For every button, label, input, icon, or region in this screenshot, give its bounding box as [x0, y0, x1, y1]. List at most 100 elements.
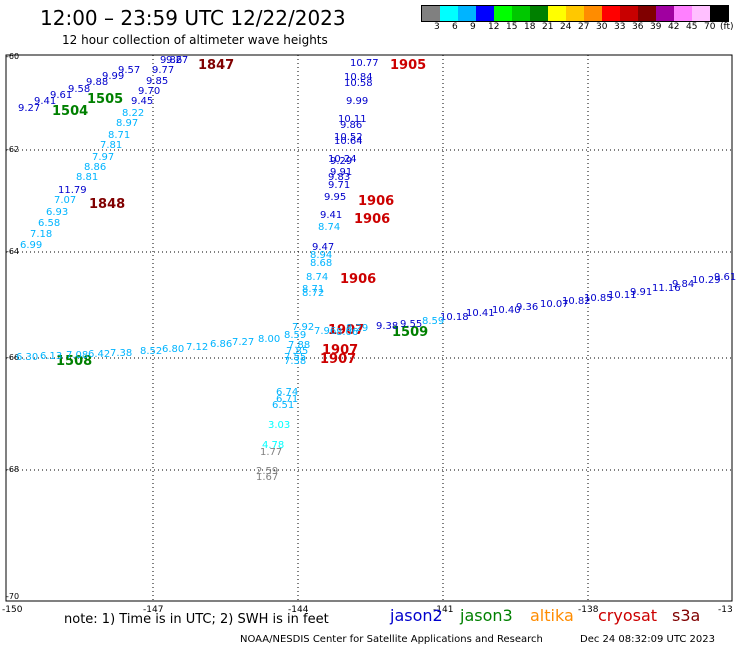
wave-height-value: 7.12 [186, 342, 209, 353]
wave-height-value: 8.97 [116, 118, 139, 129]
wave-height-value: 8.71 [108, 130, 131, 141]
wave-height-value: 10.29 [692, 275, 721, 286]
colorbar-label: 42 [668, 22, 680, 32]
pass-time-label: 1508 [56, 354, 93, 369]
colorbar-swatch [566, 6, 584, 21]
lon-label: -144 [288, 605, 309, 615]
pass-time-label: 1907 [328, 323, 365, 338]
lon-label: -147 [143, 605, 164, 615]
colorbar-label: 33 [614, 22, 626, 32]
wave-height-value: 11.79 [58, 185, 87, 196]
colorbar-label: 9 [470, 22, 476, 32]
wave-height-value: 10.85 [584, 293, 613, 304]
wave-height-value: 8.68 [310, 258, 333, 269]
colorbar-swatch [584, 6, 602, 21]
map-frame [5, 54, 733, 602]
lat-label: -64 [6, 247, 20, 256]
colorbar-swatch [494, 6, 512, 21]
colorbar-swatch [440, 6, 458, 21]
wave-height-value: 11.16 [652, 283, 681, 294]
wave-height-value: 9.27 [166, 55, 189, 66]
colorbar-swatch [422, 6, 440, 21]
lat-label: -68 [6, 465, 20, 474]
wave-height-value: 10.24 [328, 154, 357, 165]
colorbar-label: 39 [650, 22, 662, 32]
wave-height-value: 7.88 [288, 340, 311, 351]
wave-height-value: 10.64 [334, 136, 363, 147]
colorbar-label: 3 [434, 22, 440, 32]
wave-height-value: 3.03 [268, 420, 291, 431]
lon-label: -141 [433, 605, 454, 615]
wave-height-value: 10.84 [344, 72, 373, 83]
colorbar [421, 5, 729, 22]
wave-height-value: 8.59 [422, 316, 445, 327]
colorbar-label: 21 [542, 22, 554, 32]
wave-height-value: 9.83 [328, 172, 351, 183]
wave-height-value: 10.07 [540, 299, 569, 310]
wave-height-value: 6.58 [38, 218, 61, 229]
wave-height-value: 9.99 [102, 71, 125, 82]
legend-note: note: 1) Time is in UTC; 2) SWH is in fe… [64, 612, 329, 627]
wave-height-value: 7.27 [232, 337, 255, 348]
colorbar-label: 27 [578, 22, 590, 32]
colorbar-swatch [476, 6, 494, 21]
wave-height-value: 7.55 [284, 352, 307, 363]
pass-time-label: 1905 [390, 58, 427, 73]
colorbar-label: 36 [632, 22, 644, 32]
wave-height-value: 6.99 [20, 240, 43, 251]
colorbar-label: (ft) [720, 22, 734, 32]
colorbar-swatch [620, 6, 638, 21]
wave-height-value: 7.18 [30, 229, 53, 240]
wave-height-value: 10.18 [440, 312, 469, 323]
colorbar-swatch [674, 6, 692, 21]
wave-height-value: 9.61 [714, 272, 737, 283]
wave-height-value: 7.08 [66, 350, 89, 361]
colorbar-swatch [638, 6, 656, 21]
wave-height-value: 10.40 [492, 305, 521, 316]
colorbar-label: 70 [704, 22, 716, 32]
colorbar-label: 6 [452, 22, 458, 32]
wave-height-value: 9.95 [324, 192, 347, 203]
wave-height-value: 9.57 [118, 65, 141, 76]
wave-height-value: 4.78 [262, 440, 285, 451]
wave-height-value: 7.38 [284, 356, 307, 367]
wave-height-value: 9.71 [328, 180, 351, 191]
wave-height-value: 9.29 [330, 156, 353, 167]
colorbar-label: 18 [524, 22, 536, 32]
legend-jason3: jason3 [460, 606, 513, 625]
wave-height-value: 9.88 [86, 77, 109, 88]
map-subtitle: 12 hour collection of altimeter wave hei… [62, 33, 328, 47]
wave-height-value: 7.81 [100, 140, 123, 151]
wave-height-value: 6.71 [276, 394, 299, 405]
legend-s3a: s3a [672, 606, 701, 625]
wave-height-value: 6.13 [40, 351, 63, 362]
wave-height-value: 6.93 [46, 207, 69, 218]
wave-height-value: 8.94 [310, 250, 333, 261]
colorbar-swatch [512, 6, 530, 21]
colorbar-swatch [548, 6, 566, 21]
wave-height-value: 2.59 [256, 466, 279, 477]
pass-time-label: 1847 [198, 58, 235, 73]
wave-height-value: 9.91 [630, 287, 653, 298]
wave-height-value: 9.86 [340, 120, 363, 131]
wave-height-value: 9.84 [672, 279, 695, 290]
wave-height-value: 8.59 [284, 330, 307, 341]
lon-label: -138 [578, 605, 599, 615]
colorbar-label: 30 [596, 22, 608, 32]
wave-height-value: 8.81 [76, 172, 99, 183]
wave-height-value: 1.77 [260, 447, 283, 458]
legend-jason2: jason2 [390, 606, 443, 625]
wave-height-value: 9.41 [320, 210, 343, 221]
wave-height-value: 8.74 [306, 272, 329, 283]
wave-height-value: 1.67 [256, 472, 279, 483]
wave-height-value: 6.30 [16, 352, 39, 363]
wave-height-value: 9.55 [400, 319, 423, 330]
lat-label: -60 [6, 52, 20, 61]
wave-height-value: 10.11 [608, 290, 637, 301]
lon-label: -150 [2, 605, 23, 615]
wave-height-value: 9.36 [516, 302, 539, 313]
wave-height-value: 9.38 [376, 321, 399, 332]
wave-height-value: 8.29 [346, 323, 369, 334]
